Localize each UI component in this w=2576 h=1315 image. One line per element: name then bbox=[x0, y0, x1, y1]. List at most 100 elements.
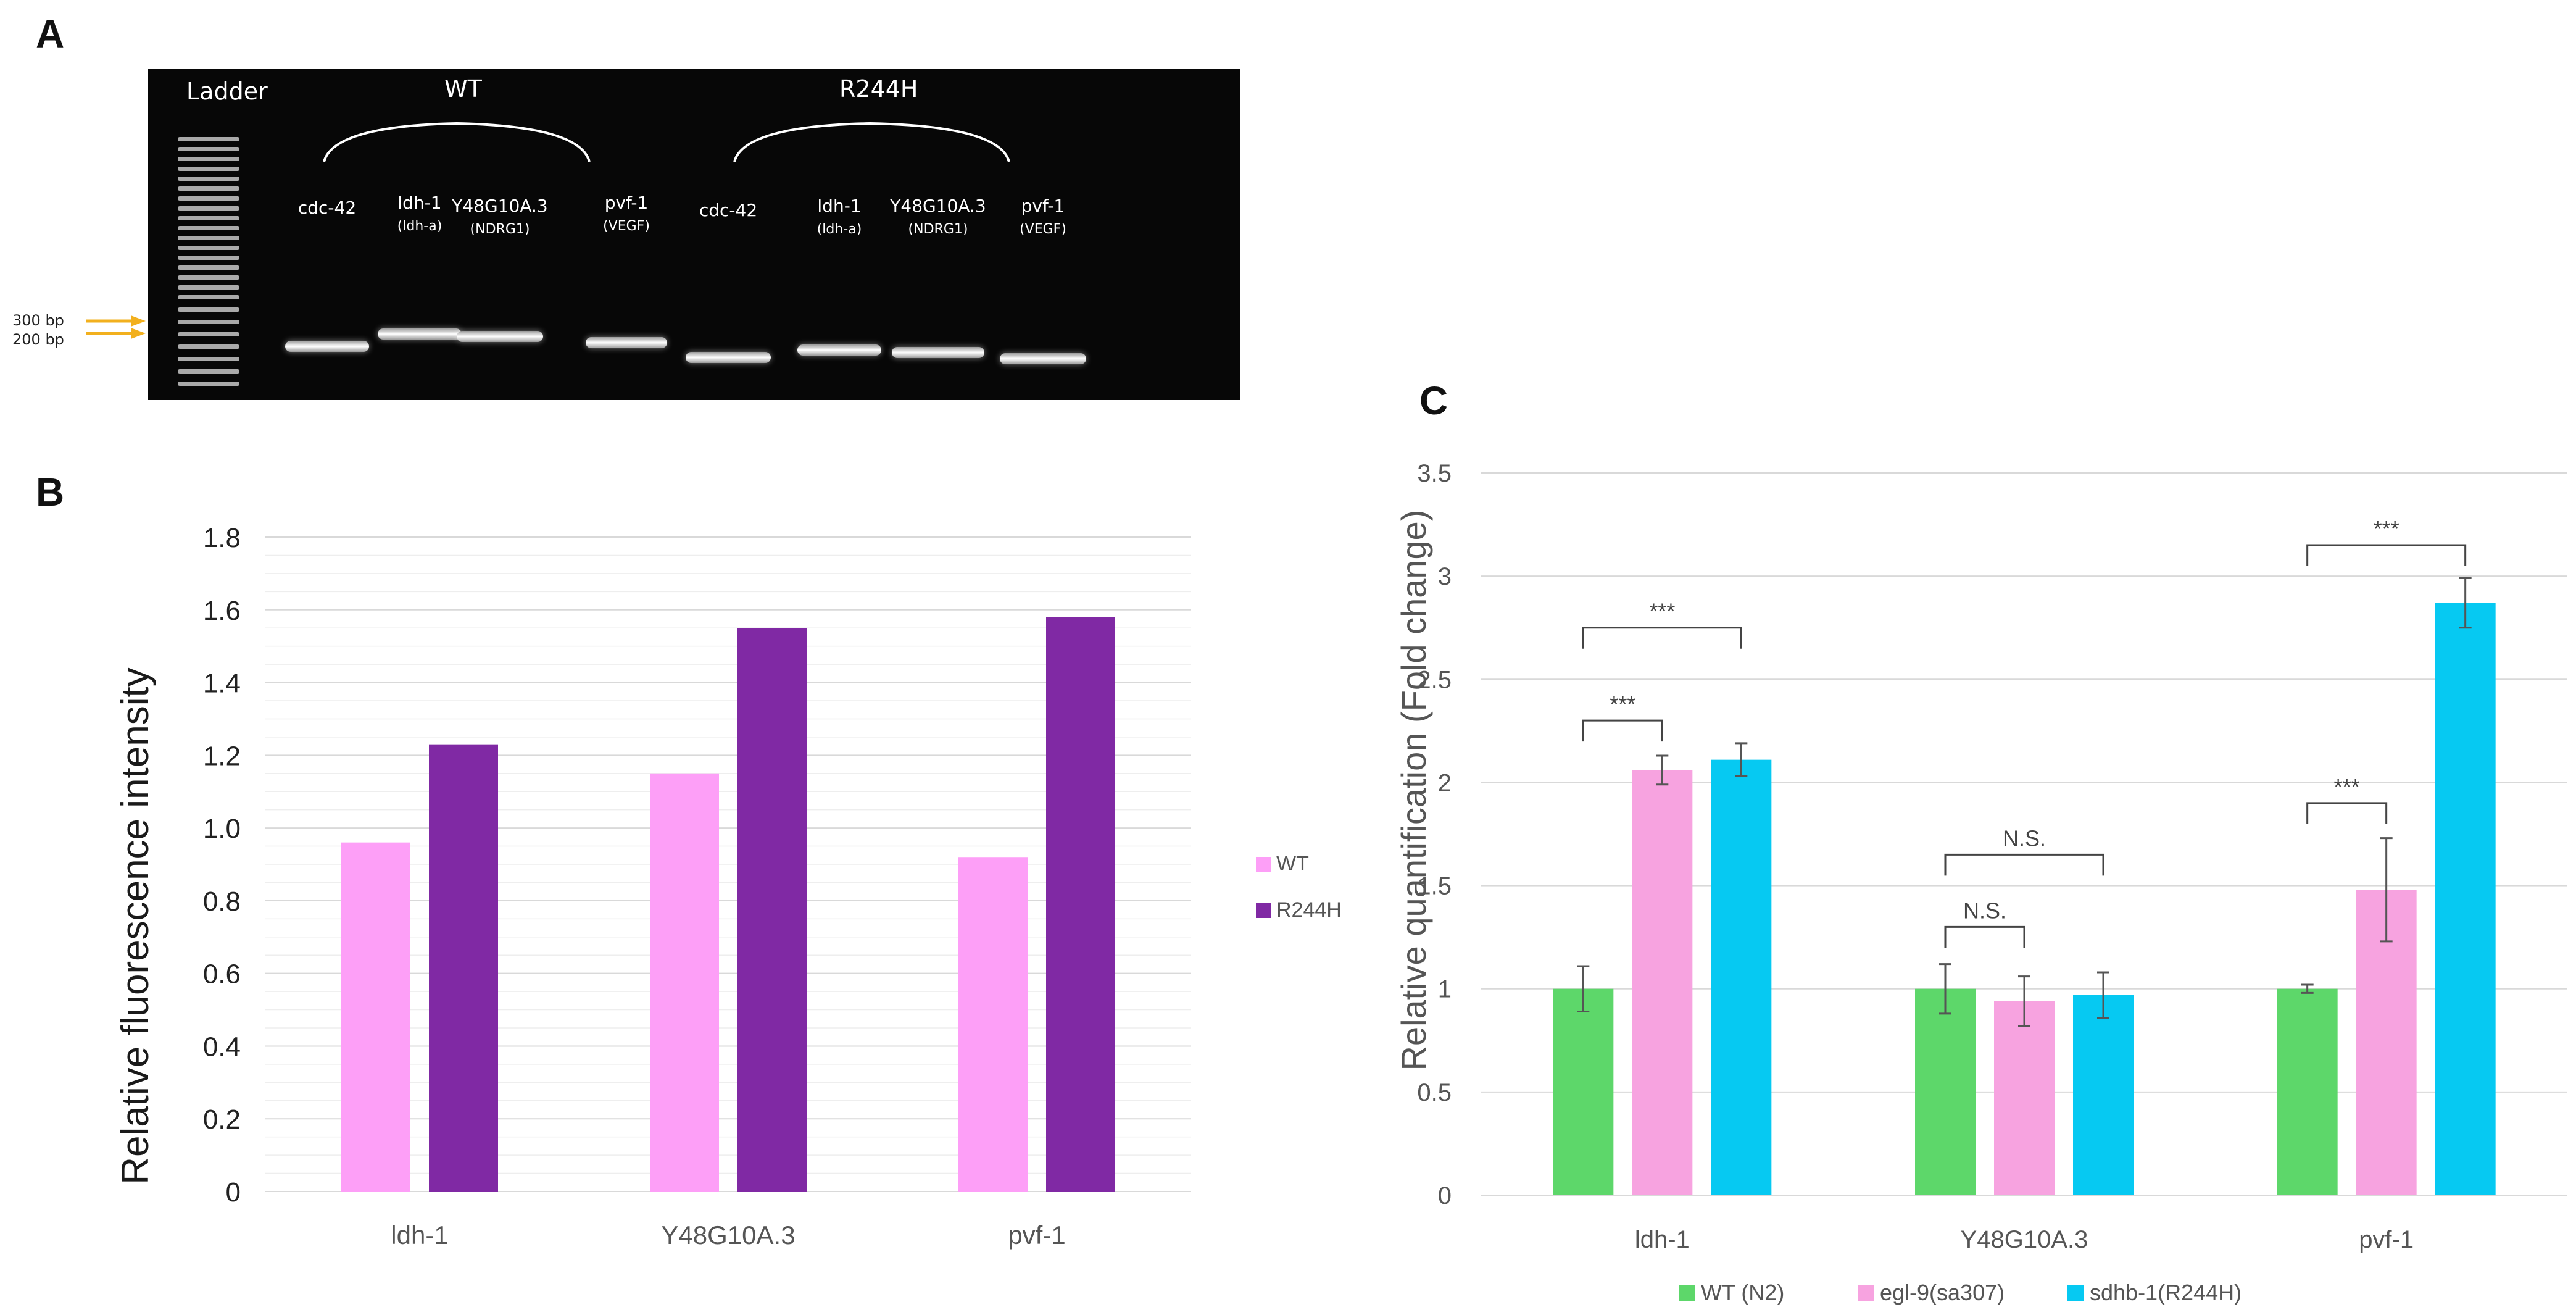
ladder-band bbox=[178, 206, 239, 211]
ladder-band bbox=[178, 382, 239, 386]
ladder-band bbox=[178, 357, 239, 361]
ladder-band bbox=[178, 275, 239, 280]
ladder-band bbox=[178, 157, 239, 161]
lane-sublabel: (VEGF) bbox=[603, 219, 650, 234]
significance-label: *** bbox=[2374, 516, 2399, 541]
gel-band bbox=[797, 344, 881, 356]
arrow-200bp bbox=[86, 328, 146, 339]
lane-label: ldh-1 bbox=[817, 196, 862, 216]
legend-label: egl-9(sa307) bbox=[1880, 1280, 2005, 1305]
ladder-band bbox=[178, 344, 239, 349]
lane-sublabel: (ldh-a) bbox=[397, 219, 442, 234]
bar-r244h bbox=[1046, 617, 1115, 1192]
significance-label: *** bbox=[1610, 691, 1635, 717]
gel-image: Ladder WT R244H cdc-42 ldh-1 (ldh-a) Y48G10… bbox=[148, 69, 1240, 400]
ladder-band bbox=[178, 226, 239, 230]
significance-label: *** bbox=[2334, 774, 2360, 799]
ladder-band bbox=[178, 196, 239, 201]
bar-r244h bbox=[737, 628, 807, 1192]
significance-bracket bbox=[1944, 853, 2104, 876]
y-tick-label: 0.8 bbox=[203, 887, 241, 917]
error-bar bbox=[1656, 754, 1669, 786]
significance-bracket bbox=[1582, 719, 1663, 742]
significance-label: N.S. bbox=[1963, 898, 2006, 923]
y-tick-label: 0.6 bbox=[203, 959, 241, 990]
error-bar bbox=[1735, 742, 1748, 777]
x-tick-label: ldh-1 bbox=[391, 1221, 448, 1250]
lane-label: cdc-42 bbox=[297, 198, 357, 218]
gel-band bbox=[1000, 353, 1086, 364]
bar-egl-9 bbox=[1994, 1001, 2055, 1195]
marker-label-300: 300 bp bbox=[12, 312, 64, 329]
x-tick-label: pvf-1 bbox=[1008, 1221, 1065, 1250]
ladder-band bbox=[178, 177, 239, 181]
y-tick-label: 0 bbox=[1438, 1182, 1452, 1209]
ladder-band bbox=[178, 265, 239, 270]
lane-label: pvf-1 bbox=[1021, 196, 1065, 216]
ladder-band bbox=[178, 295, 239, 299]
ladder-band bbox=[178, 369, 239, 374]
bar-sdhb-1 bbox=[2435, 603, 2496, 1195]
y-tick-label: 2.5 bbox=[1417, 666, 1452, 693]
significance-bracket bbox=[2306, 802, 2388, 824]
gel-band bbox=[686, 352, 771, 363]
error-bar bbox=[2459, 577, 2472, 629]
lane-sublabel: (NDRG1) bbox=[908, 222, 968, 237]
y-tick-label: 1.2 bbox=[203, 741, 241, 771]
bar-sdhb-1 bbox=[1711, 759, 1772, 1195]
y-tick-label: 1 bbox=[1438, 976, 1452, 1003]
y-tick-label: 1.5 bbox=[1417, 873, 1452, 900]
panel-label-a: A bbox=[36, 12, 65, 56]
ladder-band bbox=[178, 256, 239, 260]
gel-band bbox=[285, 341, 369, 352]
lane-sublabel: (VEGF) bbox=[1020, 222, 1066, 237]
arrow-head bbox=[131, 328, 146, 339]
bar-sdhb-1 bbox=[2073, 995, 2134, 1195]
group-label-wt: WT bbox=[444, 75, 482, 102]
marker-label-200: 200 bp bbox=[12, 331, 64, 348]
y-tick-label: 1.4 bbox=[203, 669, 241, 699]
arrow-300bp bbox=[86, 315, 146, 327]
ladder-band bbox=[178, 332, 239, 336]
lane-label: Y48G10A.3 bbox=[890, 196, 986, 216]
gel-band bbox=[586, 337, 667, 348]
arrow-head bbox=[131, 315, 146, 327]
group-label-r244h: R244H bbox=[839, 75, 918, 102]
x-tick-label: Y48G10A.3 bbox=[661, 1221, 795, 1250]
gel-band bbox=[457, 331, 543, 342]
y-tick-label: 3.5 bbox=[1417, 460, 1452, 487]
chart-b: Relative fluorescence intensity 0 0.2 0.4 0… bbox=[114, 523, 1342, 1250]
error-bar bbox=[1577, 965, 1590, 1012]
significance-label: N.S. bbox=[2003, 825, 2046, 851]
legend-label: R244H bbox=[1276, 898, 1342, 922]
size-markers bbox=[86, 315, 146, 339]
c-ylabel: Relative quantification (Fold change) bbox=[1394, 510, 1433, 1071]
legend-label: WT bbox=[1276, 852, 1309, 875]
y-tick-label: 1.6 bbox=[203, 596, 241, 626]
lane-label: ldh-1 bbox=[397, 193, 442, 213]
significance-bracket bbox=[2306, 544, 2467, 566]
ladder-band bbox=[178, 246, 239, 250]
ladder-label: Ladder bbox=[186, 78, 268, 105]
y-tick-label: 0.4 bbox=[203, 1032, 241, 1062]
error-bar bbox=[2018, 975, 2030, 1027]
lane-sublabel: (ldh-a) bbox=[816, 222, 862, 237]
ladder-band bbox=[178, 186, 239, 191]
error-bar bbox=[2380, 837, 2393, 943]
significance-label: *** bbox=[1649, 599, 1675, 624]
bar-egl-9 bbox=[1632, 770, 1693, 1195]
lane-label: pvf-1 bbox=[604, 193, 649, 213]
y-tick-label: 0.2 bbox=[203, 1104, 241, 1135]
lane-label: Y48G10A.3 bbox=[452, 196, 548, 216]
lane-label: cdc-42 bbox=[699, 200, 758, 220]
lane-sublabel: (NDRG1) bbox=[470, 222, 530, 237]
ladder-band bbox=[178, 216, 239, 220]
bar-r244h bbox=[429, 744, 498, 1192]
legend-swatch bbox=[2067, 1285, 2084, 1301]
ladder-band bbox=[178, 137, 239, 141]
ladder-band bbox=[178, 167, 239, 171]
bar-wt bbox=[341, 842, 410, 1192]
legend-swatch bbox=[1256, 903, 1271, 918]
chart-c: Relative quantification (Fold change) 0 0… bbox=[1394, 460, 2567, 1305]
bar-wt bbox=[958, 857, 1028, 1192]
